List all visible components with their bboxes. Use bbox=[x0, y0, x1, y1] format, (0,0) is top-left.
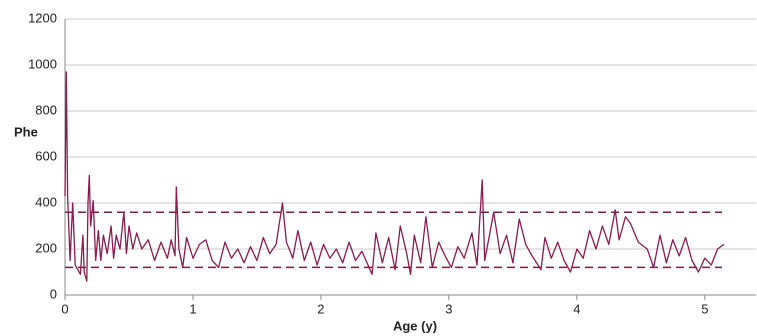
x-tick-label: 0 bbox=[61, 301, 68, 316]
y-axis-label: Phe bbox=[14, 124, 38, 139]
y-tick-label: 0 bbox=[50, 286, 57, 301]
y-tick-label: 600 bbox=[35, 148, 57, 163]
y-tick-label: 800 bbox=[35, 102, 57, 117]
x-axis-label: Age (y) bbox=[393, 318, 437, 333]
data-line bbox=[64, 71, 725, 282]
y-tick-label: 1000 bbox=[28, 56, 57, 71]
x-tick-label: 4 bbox=[573, 301, 580, 316]
x-tick-label: 5 bbox=[701, 301, 708, 316]
x-tick-label: 2 bbox=[317, 301, 324, 316]
x-tick-label: 3 bbox=[445, 301, 452, 316]
y-tick-label: 1200 bbox=[28, 10, 57, 25]
y-tick-label: 200 bbox=[35, 240, 57, 255]
x-tick-label: 1 bbox=[189, 301, 196, 316]
y-tick-label: 400 bbox=[35, 194, 57, 209]
